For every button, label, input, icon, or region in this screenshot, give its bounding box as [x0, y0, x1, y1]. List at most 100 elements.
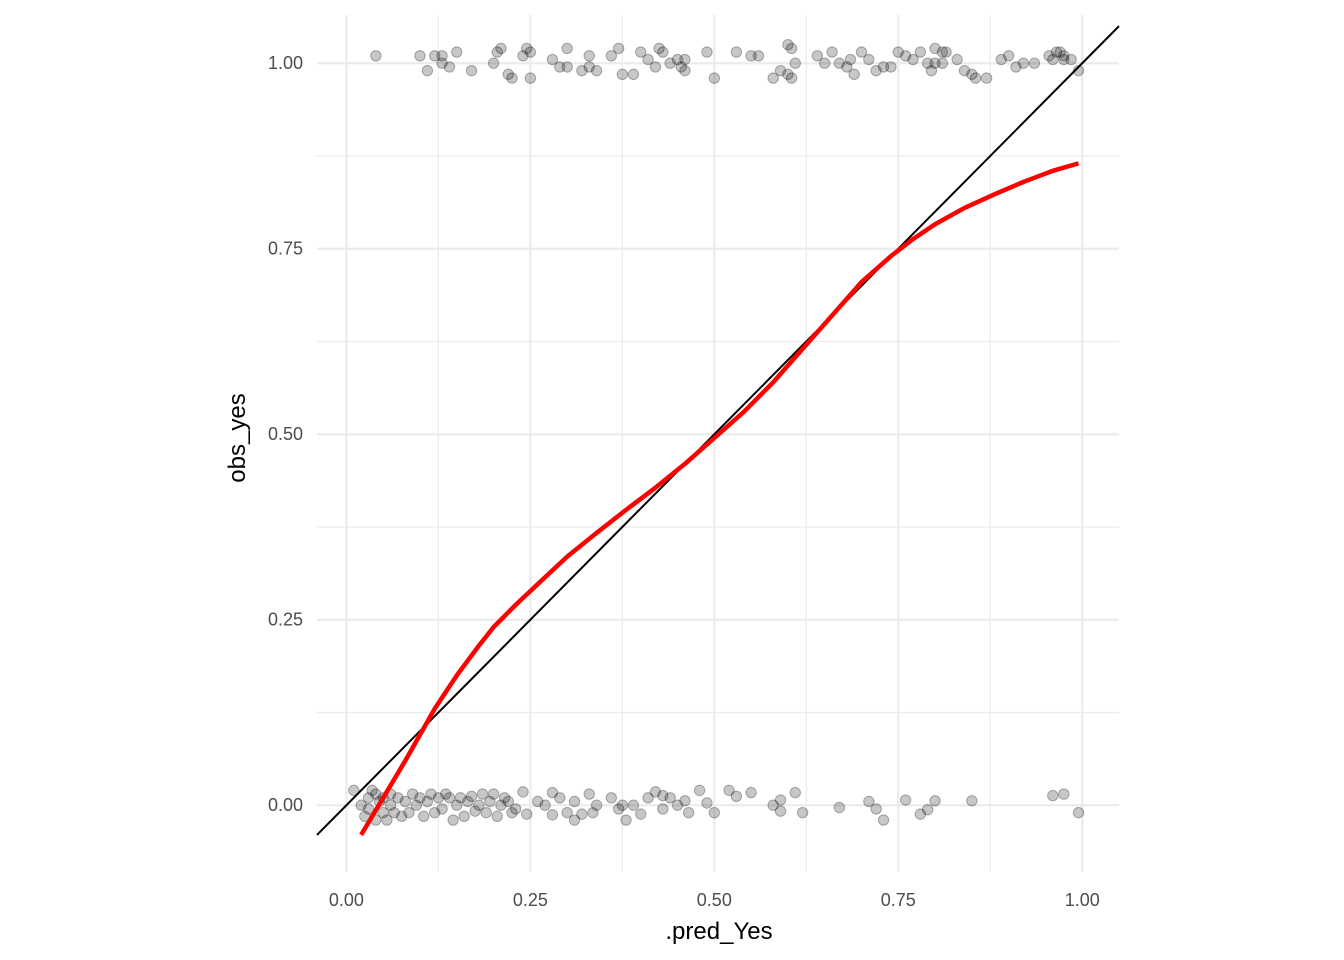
- data-point: [675, 61, 687, 73]
- data-point: [465, 790, 478, 803]
- data-point: [877, 61, 890, 73]
- data-point: [554, 792, 566, 804]
- data-point: [921, 803, 934, 816]
- data-point: [1058, 50, 1070, 62]
- data-point: [1043, 50, 1055, 62]
- data-point: [421, 64, 434, 77]
- data-point: [355, 799, 367, 811]
- data-point: [388, 806, 400, 819]
- data-point: [723, 784, 735, 797]
- data-point: [495, 799, 507, 811]
- data-point: [616, 799, 629, 811]
- data-point: [410, 799, 423, 811]
- data-point: [671, 799, 684, 811]
- x-tick-label: 0.25: [513, 890, 548, 910]
- data-point: [583, 788, 595, 800]
- data-point: [671, 53, 684, 66]
- data-point: [436, 57, 448, 69]
- data-point: [451, 46, 463, 58]
- data-point: [877, 814, 890, 826]
- data-point: [745, 786, 757, 799]
- data-point: [642, 792, 654, 804]
- y-tick-label: 0.75: [268, 239, 303, 259]
- data-point: [587, 806, 599, 819]
- y-tick-label: 0.25: [268, 610, 303, 630]
- data-point: [520, 42, 533, 55]
- data-point: [447, 814, 459, 826]
- data-point: [914, 808, 927, 820]
- grid-major: [317, 15, 1119, 872]
- data-point: [432, 792, 445, 804]
- data-point: [506, 72, 518, 84]
- data-point: [476, 788, 489, 800]
- data-point: [576, 64, 588, 77]
- data-point: [649, 61, 662, 73]
- data-point: [1010, 61, 1022, 73]
- data-point: [844, 53, 857, 66]
- data-point: [693, 784, 706, 797]
- data-point: [546, 53, 559, 66]
- y-axis-title: obs_yes: [224, 393, 251, 482]
- data-point: [576, 808, 588, 820]
- data-point: [701, 797, 713, 809]
- data-point: [899, 50, 912, 62]
- data-point: [384, 799, 397, 811]
- data-point: [826, 46, 838, 58]
- data-point: [627, 68, 640, 81]
- data-point: [682, 806, 695, 819]
- data-point: [590, 64, 603, 77]
- data-point: [1054, 46, 1066, 58]
- data-point: [627, 799, 640, 811]
- data-point: [730, 790, 743, 803]
- data-point: [1028, 57, 1041, 69]
- data-point: [491, 46, 503, 58]
- data-point: [635, 808, 647, 820]
- data-point: [366, 784, 378, 797]
- data-point: [487, 788, 500, 800]
- data-point: [635, 46, 647, 58]
- data-point: [406, 788, 419, 800]
- data-point: [414, 50, 426, 62]
- fit-lines: [316, 25, 1120, 837]
- data-point: [679, 53, 691, 66]
- data-point: [436, 803, 448, 815]
- data-point: [473, 799, 485, 811]
- reference-line: [316, 25, 1120, 836]
- data-point: [951, 53, 963, 66]
- data-point: [899, 794, 912, 806]
- data-point: [502, 795, 515, 808]
- data-point: [509, 803, 522, 815]
- data-point: [1072, 64, 1085, 77]
- data-point: [568, 814, 581, 826]
- data-point: [1050, 46, 1063, 58]
- data-point: [381, 814, 393, 826]
- data-point: [936, 57, 949, 69]
- data-point: [399, 795, 411, 808]
- data-point: [484, 795, 496, 808]
- data-point: [1058, 788, 1070, 800]
- x-tick-label: 0.50: [697, 890, 732, 910]
- data-point: [708, 806, 721, 819]
- data-point: [524, 46, 537, 58]
- data-point: [436, 50, 448, 62]
- data-point: [524, 72, 537, 84]
- data-point: [767, 72, 779, 84]
- data-point: [403, 806, 415, 819]
- data-point: [443, 792, 456, 804]
- data-point: [921, 57, 934, 69]
- data-point: [377, 806, 389, 819]
- data-point: [958, 64, 971, 77]
- smooth-curve: [359, 161, 1080, 837]
- data-point: [561, 806, 573, 819]
- data-point: [679, 795, 691, 807]
- data-point: [782, 68, 794, 81]
- data-point: [612, 803, 625, 815]
- data-point: [708, 72, 721, 84]
- data-point: [616, 68, 629, 81]
- data-point: [554, 61, 566, 73]
- data-point: [925, 64, 938, 77]
- data-point: [590, 799, 603, 811]
- data-point: [907, 53, 919, 66]
- data-point: [458, 810, 470, 823]
- data-point: [1017, 57, 1030, 69]
